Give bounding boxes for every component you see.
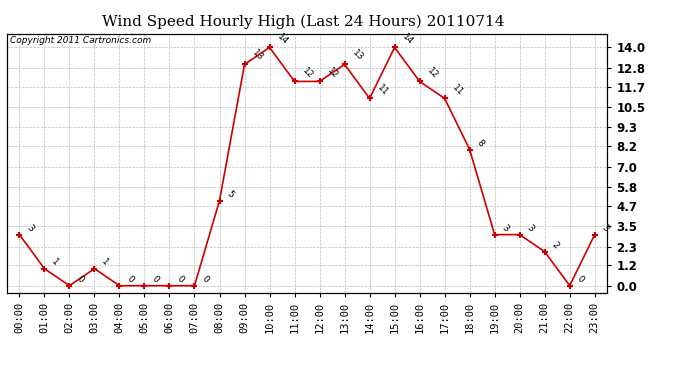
Text: Copyright 2011 Cartronics.com: Copyright 2011 Cartronics.com — [10, 36, 151, 45]
Text: 1: 1 — [50, 257, 61, 267]
Text: 0: 0 — [200, 274, 210, 284]
Text: 0: 0 — [175, 274, 186, 284]
Text: 13: 13 — [350, 48, 364, 63]
Text: 12: 12 — [300, 66, 315, 80]
Text: 1: 1 — [100, 257, 110, 267]
Text: 0: 0 — [75, 274, 86, 284]
Text: 11: 11 — [450, 82, 464, 97]
Text: Wind Speed Hourly High (Last 24 Hours) 20110714: Wind Speed Hourly High (Last 24 Hours) 2… — [102, 15, 505, 29]
Text: 0: 0 — [125, 274, 135, 284]
Text: 0: 0 — [150, 274, 161, 284]
Text: 12: 12 — [425, 66, 440, 80]
Text: 8: 8 — [475, 138, 486, 148]
Text: 3: 3 — [525, 223, 535, 233]
Text: 14: 14 — [400, 32, 415, 46]
Text: 11: 11 — [375, 82, 390, 97]
Text: 3: 3 — [25, 223, 35, 233]
Text: 13: 13 — [250, 48, 264, 63]
Text: 3: 3 — [600, 223, 611, 233]
Text: 3: 3 — [500, 223, 511, 233]
Text: 0: 0 — [575, 274, 586, 284]
Text: 14: 14 — [275, 32, 290, 46]
Text: 2: 2 — [550, 240, 560, 250]
Text: 5: 5 — [225, 189, 235, 199]
Text: 12: 12 — [325, 66, 339, 80]
